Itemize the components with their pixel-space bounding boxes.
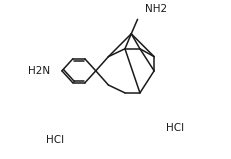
- Text: NH2: NH2: [145, 3, 167, 14]
- Text: H2N: H2N: [28, 66, 50, 76]
- Text: HCl: HCl: [46, 135, 64, 145]
- Text: HCl: HCl: [166, 123, 184, 133]
